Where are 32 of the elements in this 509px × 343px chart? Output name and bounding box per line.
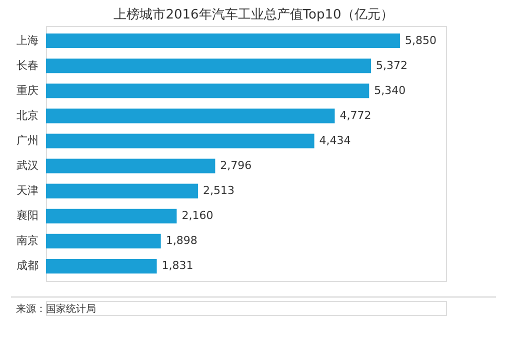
y-tick-label: 襄阳 — [16, 209, 38, 222]
bar — [46, 158, 216, 174]
y-tick-label: 广州 — [16, 134, 38, 147]
data-label: 5,340 — [374, 84, 406, 97]
bar — [46, 208, 177, 224]
y-tick-label: 长春 — [16, 58, 38, 72]
data-label: 1,831 — [162, 259, 194, 272]
bar — [46, 184, 198, 198]
y-tick-label: 天津 — [16, 184, 38, 198]
chart-title: 上榜城市2016年汽车工业总产值Top10（亿元） — [114, 8, 394, 22]
data-label: 5,372 — [376, 58, 408, 72]
y-tick-label: 南京 — [16, 234, 38, 248]
bar — [46, 258, 157, 274]
data-label: 4,772 — [340, 108, 372, 122]
data-label: 4,434 — [319, 134, 351, 147]
y-tick-label: 武汉 — [16, 159, 38, 172]
bar — [46, 34, 400, 48]
data-label: 2,796 — [220, 159, 252, 172]
data-label: 1,898 — [166, 234, 198, 248]
bar — [46, 58, 372, 74]
source-note: 来源：国家统计局 — [16, 303, 96, 315]
y-tick-label: 重庆 — [16, 84, 38, 97]
bar — [46, 84, 370, 98]
y-tick-label: 上海 — [16, 34, 38, 47]
data-label: 2,513 — [203, 184, 235, 198]
data-label: 2,160 — [182, 209, 214, 222]
bar — [46, 134, 314, 148]
data-label: 5,850 — [404, 34, 436, 47]
bar — [46, 234, 161, 248]
bar — [46, 108, 335, 124]
y-tick-label: 北京 — [16, 108, 38, 122]
y-tick-label: 成都 — [16, 259, 38, 272]
